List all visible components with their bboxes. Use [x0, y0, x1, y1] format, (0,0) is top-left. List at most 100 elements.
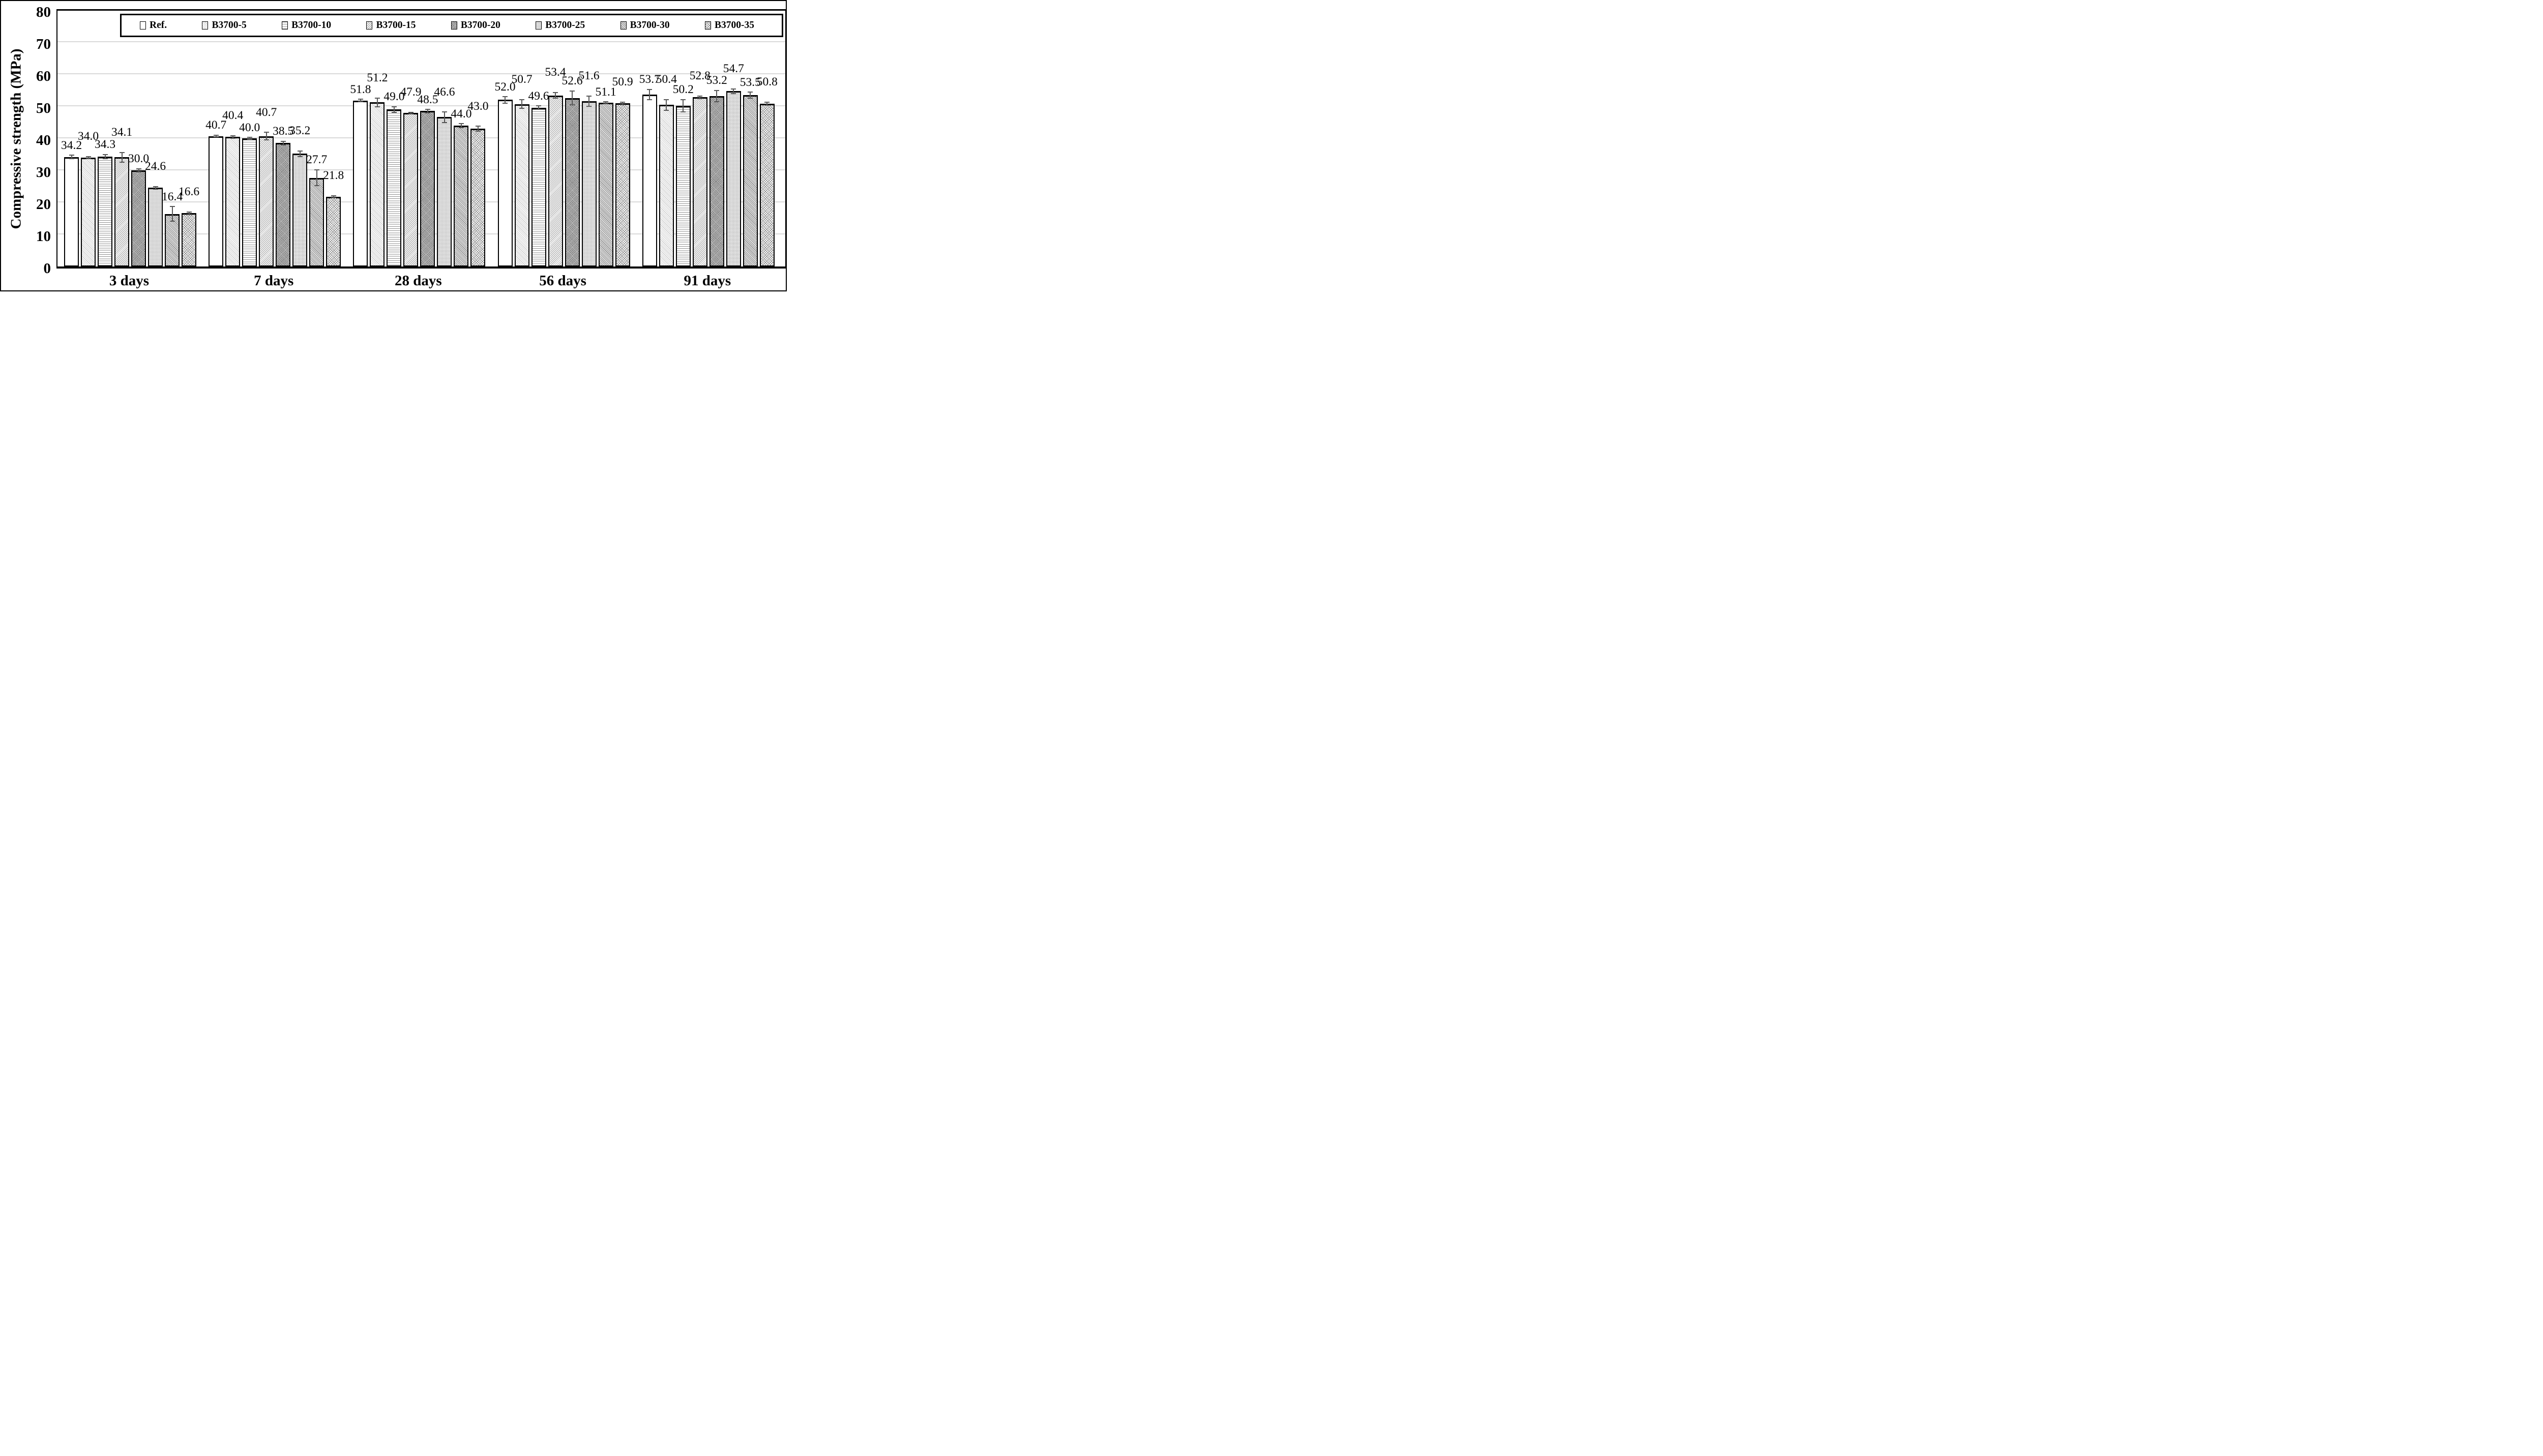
bar-b370035-28days: [470, 129, 486, 266]
error-bar: [104, 154, 106, 159]
bar-value-label: 34.1: [111, 126, 133, 139]
error-bar-cap: [536, 108, 542, 110]
error-bar: [265, 132, 267, 140]
error-bar: [121, 152, 123, 162]
error-bar-cap: [186, 214, 192, 215]
error-bar: [460, 124, 462, 128]
error-bar-cap: [280, 144, 286, 146]
bar-value-label: 40.4: [222, 109, 244, 123]
error-bar: [249, 137, 250, 139]
error-bar-cap: [764, 101, 770, 103]
error-bar-cap: [213, 134, 219, 136]
bar-b370020-56days: [565, 98, 580, 266]
error-bar-cap: [697, 95, 703, 97]
bar-b370020-28days: [420, 111, 435, 266]
error-bar: [555, 92, 556, 99]
legend-swatch-solid-white: [140, 21, 146, 29]
error-bar-cap: [280, 140, 286, 142]
bar-value-label: 51.2: [367, 71, 388, 85]
error-bar-cap: [331, 195, 336, 196]
bar-b370035-7days: [326, 196, 341, 266]
error-bar-cap: [297, 156, 303, 157]
bar-value-label: 50.8: [756, 75, 778, 89]
bar-b37005-91days: [659, 105, 674, 266]
bar-value-label: 54.7: [723, 62, 744, 76]
y-tick-label: 80: [36, 4, 51, 20]
bar-value-label: 40.7: [256, 105, 277, 119]
error-bar: [316, 169, 317, 186]
bar-b370030-28days: [454, 125, 469, 266]
legend-label: B3700-5: [212, 20, 247, 31]
legend-label: B3700-10: [291, 20, 332, 31]
error-bar: [443, 112, 445, 123]
error-bar: [155, 186, 156, 189]
error-bar-cap: [502, 102, 508, 104]
error-bar: [333, 195, 334, 198]
bar-value-label: 38.5: [273, 125, 294, 138]
error-bar-cap: [331, 197, 336, 198]
legend-item-ref: Ref.: [140, 20, 167, 31]
error-bar-cap: [458, 127, 464, 128]
bar-value-label: 51.6: [578, 69, 600, 83]
bar-b370025-3days: [148, 188, 163, 266]
legend-item-b370030: B3700-30: [620, 20, 670, 31]
error-bar-cap: [136, 168, 141, 169]
bar-b37005-7days: [225, 137, 241, 266]
error-bar: [716, 90, 718, 102]
error-bar-cap: [664, 110, 669, 111]
bar-value-label: 27.7: [306, 153, 328, 167]
error-bar-cap: [620, 104, 626, 105]
error-bar: [666, 99, 667, 111]
error-bar: [171, 206, 173, 222]
legend-label: Ref.: [150, 20, 167, 31]
error-bar-cap: [391, 111, 397, 113]
error-bar-cap: [186, 211, 192, 213]
error-bar-cap: [169, 206, 175, 207]
error-bar: [188, 212, 190, 215]
error-bar-cap: [374, 97, 380, 99]
error-bar: [477, 126, 479, 132]
bar-value-label: 46.6: [434, 85, 455, 99]
bar-value-label: 53.5: [740, 75, 761, 89]
gridline: [57, 73, 785, 74]
error-bar-cap: [119, 161, 125, 163]
error-bar-cap: [314, 185, 319, 187]
error-bar-cap: [519, 99, 525, 100]
error-bar-cap: [358, 99, 363, 100]
bar-b370010-3days: [98, 156, 112, 266]
legend-item-b370035: B3700-35: [704, 20, 754, 31]
error-bar-cap: [714, 90, 720, 91]
y-tick-label: 50: [36, 100, 51, 116]
error-bar-cap: [748, 92, 753, 93]
error-bar-cap: [570, 104, 575, 106]
error-bar-cap: [69, 155, 74, 156]
error-bar-cap: [102, 154, 108, 155]
bar-ref-91days: [642, 94, 657, 266]
y-tick-label: 60: [36, 68, 51, 84]
error-bar-cap: [85, 158, 91, 159]
error-bar-cap: [102, 158, 108, 160]
error-bar-cap: [603, 101, 609, 103]
legend-swatch-diagonal-dense-dark: [620, 21, 627, 29]
bar-value-label: 52.6: [561, 74, 583, 88]
legend-swatch-horizontal-lines: [282, 21, 288, 29]
error-bar-cap: [169, 221, 175, 222]
error-bar-cap: [230, 135, 235, 136]
bar-b37005-3days: [81, 157, 96, 266]
error-bar: [622, 102, 624, 105]
error-bar-cap: [502, 96, 508, 98]
y-tick-label: 10: [36, 228, 51, 245]
bar-value-label: 50.4: [656, 73, 677, 86]
bar-b370035-56days: [615, 103, 630, 266]
compressive-strength-chart: Compressive strength (MPa) 0 10 20 30 40 50 60…: [0, 0, 787, 291]
error-bar: [733, 89, 734, 94]
bar-value-label: 16.4: [161, 190, 183, 203]
x-category-label: 91 days: [684, 273, 731, 289]
bar-ref-3days: [64, 157, 79, 266]
error-bar-cap: [764, 105, 770, 106]
error-bar-cap: [519, 108, 525, 109]
bar-b370015-56days: [548, 95, 563, 266]
bar-b370030-3days: [165, 214, 180, 266]
error-bar-cap: [358, 101, 363, 103]
error-bar-cap: [697, 98, 703, 99]
